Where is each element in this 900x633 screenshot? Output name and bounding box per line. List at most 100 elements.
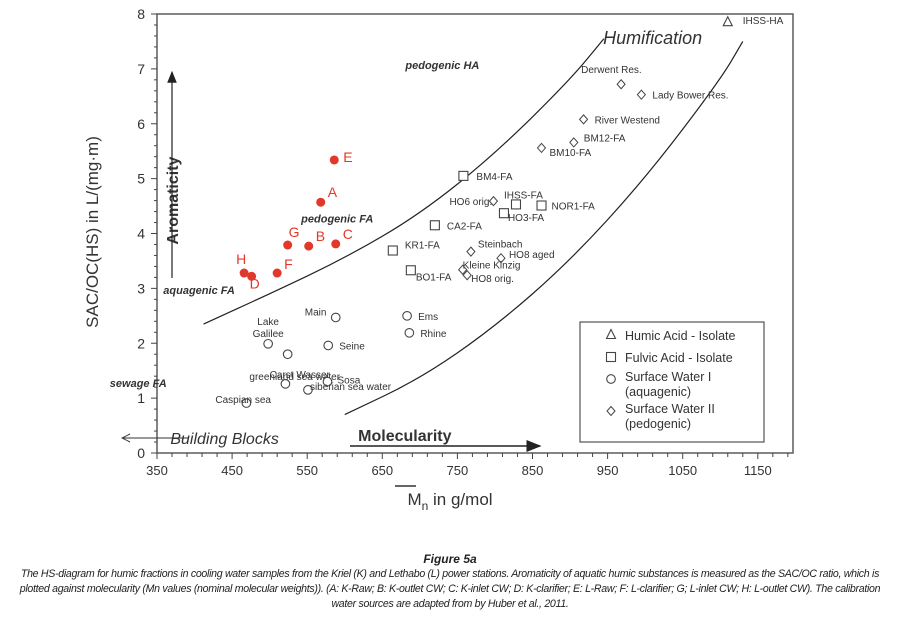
point-label: E bbox=[343, 149, 352, 165]
y-tick-label: 8 bbox=[137, 6, 145, 22]
circle-marker bbox=[404, 327, 415, 338]
annotation-molecularity: Molecularity bbox=[358, 428, 451, 445]
point-nor1-fa: NOR1-FA bbox=[536, 200, 596, 213]
boundary-curves bbox=[203, 38, 744, 416]
point-label: CA2-FA bbox=[447, 221, 482, 232]
x-tick-label: 1150 bbox=[744, 463, 772, 478]
point-label: H bbox=[236, 251, 246, 267]
point-seine: Seine bbox=[323, 340, 365, 352]
sample-point bbox=[329, 155, 339, 165]
point-label: HO8 orig. bbox=[471, 274, 514, 285]
point-siberian-sea-water: siberian sea water bbox=[303, 382, 392, 395]
sample-point bbox=[283, 240, 293, 250]
diamond-marker bbox=[462, 269, 472, 281]
point-label: F bbox=[284, 256, 293, 272]
circle-marker bbox=[280, 379, 291, 389]
figure-caption: Figure 5a The HS-diagram for humic fract… bbox=[0, 552, 900, 612]
triangle-marker bbox=[605, 328, 617, 340]
y-tick-label: 3 bbox=[137, 280, 145, 296]
point-label: C bbox=[343, 226, 353, 242]
annotation-aromaticity: Aromaticity bbox=[165, 156, 182, 244]
point-d: D bbox=[247, 271, 260, 291]
circle-marker bbox=[263, 338, 273, 349]
annotation-pedogenic-ha: pedogenic HA bbox=[404, 60, 479, 72]
point-label: greenland sea water bbox=[249, 372, 340, 383]
point-bm4-fa: BM4-FA bbox=[458, 170, 513, 183]
point-bm12-fa: BM12-FA bbox=[569, 133, 626, 148]
square-marker bbox=[498, 208, 510, 219]
point-label: Galilee bbox=[253, 329, 285, 340]
circle-marker bbox=[241, 398, 252, 408]
point-label: B bbox=[316, 228, 325, 244]
legend-entry-circle: Surface Water I(aquagenic) bbox=[606, 370, 711, 399]
circle-marker bbox=[282, 349, 293, 360]
sample-point bbox=[304, 241, 314, 251]
point-lady-bower-res: Lady Bower Res. bbox=[636, 89, 729, 102]
point-label: Kleine Kinzig bbox=[463, 261, 521, 272]
legend-label: (pedogenic) bbox=[625, 417, 691, 431]
square-marker bbox=[387, 245, 398, 256]
point-steinbach: Steinbach bbox=[466, 240, 522, 257]
y-tick-label: 0 bbox=[137, 445, 145, 461]
point-e: E bbox=[329, 149, 353, 165]
lower-boundary-curve bbox=[344, 41, 744, 416]
y-tick-label: 4 bbox=[137, 226, 145, 242]
point-rhine: Rhine bbox=[404, 327, 447, 340]
square-marker bbox=[405, 265, 416, 276]
diamond-marker bbox=[578, 114, 589, 125]
point-kr1-fa: KR1-FA bbox=[387, 241, 440, 256]
x-axis-label: Mn in g/mol bbox=[407, 490, 492, 513]
point-bo1-fa: BO1-FA bbox=[405, 265, 452, 283]
point-label: NOR1-FA bbox=[552, 202, 596, 213]
point-label: Ems bbox=[418, 312, 438, 323]
point-label: KR1-FA bbox=[405, 241, 440, 252]
square-marker bbox=[510, 199, 522, 210]
y-tick-label: 1 bbox=[137, 390, 145, 406]
point-label: Rhine bbox=[420, 329, 447, 340]
point-river-westend: River Westend bbox=[578, 114, 660, 126]
point-label: Lake bbox=[257, 317, 279, 328]
point-b: B bbox=[304, 228, 325, 251]
annotation-aquagenic-fa: aquagenic FA bbox=[163, 285, 235, 297]
sample-point bbox=[247, 271, 257, 281]
diamond-marker bbox=[488, 195, 499, 207]
point-ho3-fa: HO3-FA bbox=[498, 208, 544, 224]
point-ems: Ems bbox=[402, 310, 438, 323]
point-label: River Westend bbox=[595, 115, 660, 126]
legend: Humic Acid - Isolate Fulvic Acid - Isolat… bbox=[579, 321, 765, 443]
diamond-marker bbox=[536, 142, 547, 154]
point-sosa: Sosa bbox=[322, 376, 361, 387]
y-axis: 0 1 2 3 4 5 6 7 8 bbox=[137, 6, 157, 461]
annotation-humification: Humification bbox=[603, 28, 702, 48]
x-tick-label: 350 bbox=[146, 463, 168, 478]
point-derwent-res: Derwent Res. bbox=[581, 65, 642, 90]
legend-label: Surface Water I bbox=[625, 370, 711, 384]
point-c: C bbox=[331, 226, 353, 249]
series-cooling-water-samples: A B C D E FG H bbox=[236, 149, 353, 291]
legend-label: Fulvic Acid - Isolate bbox=[625, 351, 733, 365]
legend-entry-diamond: Surface Water II(pedogenic) bbox=[606, 402, 715, 431]
point-label: Main bbox=[305, 307, 327, 318]
point-bm10-fa: BM10-FA bbox=[536, 142, 592, 159]
square-marker bbox=[429, 220, 440, 231]
point-label: Steinbach bbox=[478, 240, 522, 251]
diamond-marker bbox=[636, 89, 647, 100]
x-tick-label: 1050 bbox=[668, 463, 697, 478]
series-humic-acid-isolate: IHSS-HA bbox=[722, 15, 784, 27]
annotations: Humification pedogenic HA pedogenic FA aqua… bbox=[110, 28, 702, 452]
sample-point bbox=[316, 197, 326, 207]
point-label: BO1-FA bbox=[416, 272, 452, 283]
point-label: Sosa bbox=[337, 376, 360, 387]
annotation-building-blocks: Building Blocks bbox=[170, 431, 279, 448]
square-marker bbox=[605, 351, 617, 363]
point-carst-wasser: Carst Wasser bbox=[270, 349, 331, 381]
circle-marker bbox=[303, 385, 313, 395]
point-label: BM4-FA bbox=[476, 172, 512, 183]
point-label: Caspian sea bbox=[215, 395, 271, 406]
circle-marker bbox=[323, 340, 334, 351]
legend-label: (aquagenic) bbox=[625, 385, 691, 399]
x-tick-label: 550 bbox=[296, 463, 318, 478]
circle-marker bbox=[606, 374, 616, 384]
